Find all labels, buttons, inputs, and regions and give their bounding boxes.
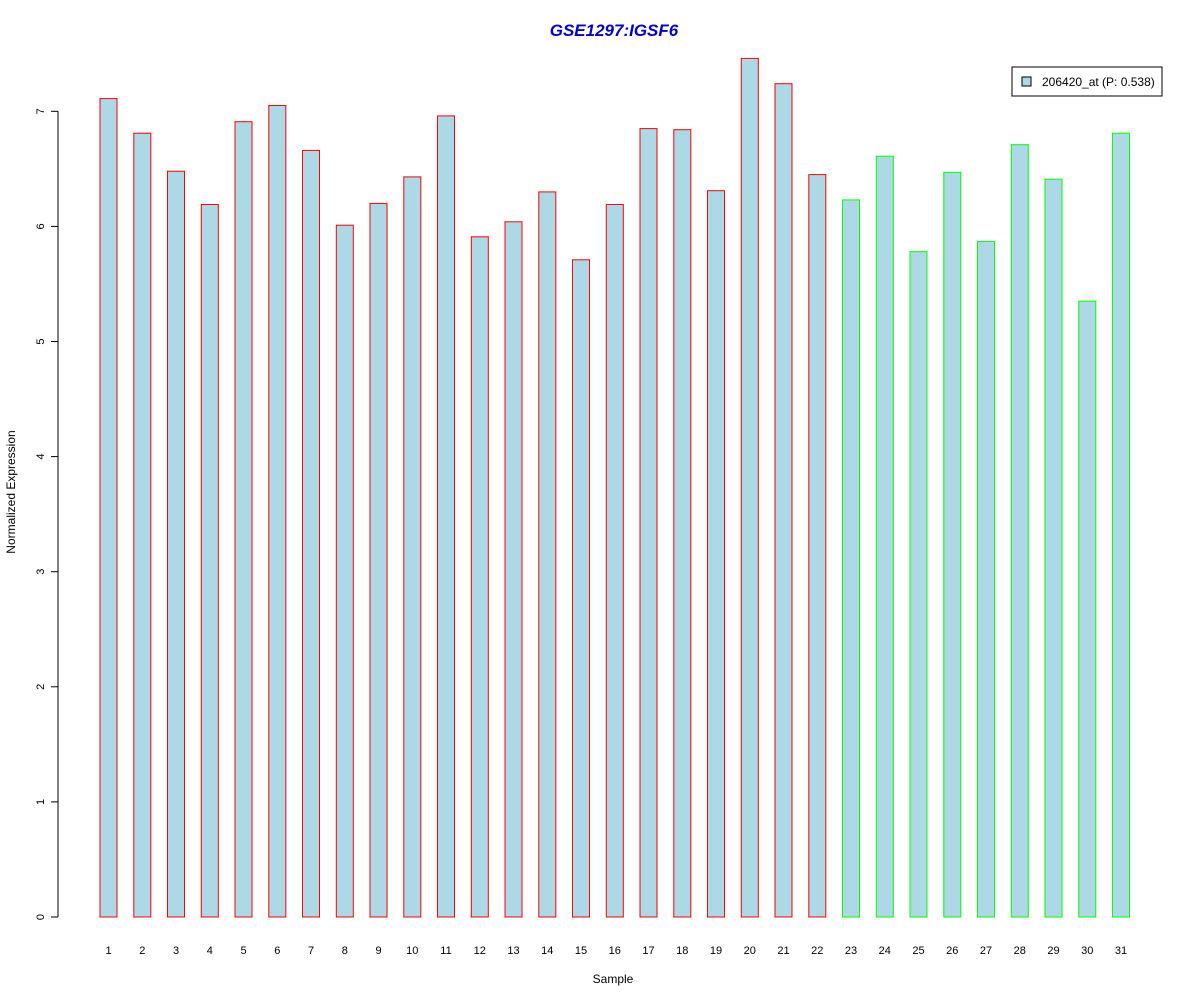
bar-sample-23: [842, 199, 860, 918]
x-tick-label: 19: [710, 945, 722, 957]
x-axis: 1 2 3 4 5 6 7 8 9 10 11 12 13 14 15 16 17 18 19 20 21 22 23 24 2…: [105, 945, 1127, 957]
bar-sample-21: [774, 83, 793, 918]
bar-sample-28: [1010, 144, 1029, 918]
y-tick-label: 7: [35, 108, 47, 114]
bar-sample-12: [470, 236, 489, 918]
x-tick-label: 14: [541, 945, 553, 957]
bar-sample-30: [1078, 300, 1097, 918]
x-tick-label: 6: [274, 945, 280, 957]
x-tick-label: 4: [207, 945, 213, 957]
x-tick-label: 10: [406, 945, 418, 957]
bar-sample-15: [572, 259, 590, 918]
bar-sample-3: [167, 170, 185, 918]
y-tick-label: 0: [35, 914, 47, 920]
y-axis-title: Normalized Expression: [4, 430, 18, 553]
x-tick-label: 12: [474, 945, 486, 957]
x-tick-label: 25: [912, 945, 924, 957]
x-tick-label: 1: [105, 945, 111, 957]
x-tick-label: 27: [980, 945, 992, 957]
bar-sample-2: [133, 132, 152, 918]
bar-sample-6: [268, 105, 287, 918]
y-tick-label: 1: [35, 799, 47, 805]
bar-sample-27: [977, 240, 995, 918]
bar-sample-22: [808, 174, 827, 918]
x-tick-label: 2: [139, 945, 145, 957]
x-tick-label: 9: [375, 945, 381, 957]
legend-label: 206420_at (P: 0.538): [1042, 75, 1155, 89]
x-tick-label: 22: [811, 945, 823, 957]
x-tick-label: 30: [1081, 945, 1093, 957]
chart-title: GSE1297:IGSF6: [550, 21, 679, 40]
x-tick-label: 3: [173, 945, 179, 957]
x-axis-title: Sample: [593, 972, 634, 986]
y-tick-label: 3: [35, 569, 47, 575]
x-tick-label: 31: [1115, 945, 1127, 957]
bar-sample-1: [99, 98, 118, 918]
x-tick-label: 29: [1047, 945, 1059, 957]
x-tick-label: 26: [946, 945, 958, 957]
x-tick-label: 28: [1014, 945, 1026, 957]
bar-sample-26: [943, 171, 962, 918]
x-tick-label: 18: [676, 945, 688, 957]
x-tick-label: 17: [642, 945, 654, 957]
y-tick-label: 5: [35, 338, 47, 344]
x-tick-label: 13: [507, 945, 519, 957]
bar-sample-29: [1044, 178, 1063, 918]
bar-sample-4: [200, 204, 219, 918]
x-tick-label: 20: [744, 945, 756, 957]
x-tick-label: 23: [845, 945, 857, 957]
bar-sample-18: [673, 129, 692, 918]
bar-sample-14: [538, 191, 557, 918]
legend-swatch: [1021, 76, 1032, 87]
x-tick-label: 11: [440, 945, 451, 957]
bar-sample-7: [302, 149, 320, 918]
bar-sample-10: [403, 176, 422, 918]
bars-group: [99, 57, 1130, 918]
bar-sample-20: [740, 57, 759, 918]
bar-sample-19: [707, 190, 725, 918]
x-tick-label: 24: [879, 945, 891, 957]
x-tick-label: 21: [777, 945, 789, 957]
bar-sample-13: [504, 221, 523, 918]
y-tick-label: 6: [35, 223, 47, 229]
legend-box: [1011, 66, 1163, 97]
bar-sample-24: [875, 155, 894, 918]
bar-sample-8: [335, 224, 354, 918]
x-tick-label: 7: [308, 945, 314, 957]
legend: 206420_at (P: 0.538): [1011, 66, 1163, 97]
bar-sample-16: [605, 204, 624, 918]
bar-sample-5: [234, 121, 253, 918]
y-axis: 0 1 2 3 4 5 6 7: [35, 108, 59, 920]
x-tick-label: 15: [575, 945, 587, 957]
bar-sample-17: [639, 128, 658, 918]
bar-sample-25: [909, 251, 928, 918]
bar-sample-31: [1112, 132, 1130, 918]
x-tick-label: 5: [240, 945, 246, 957]
x-tick-label: 16: [609, 945, 621, 957]
y-tick-label: 2: [35, 684, 47, 690]
x-tick-label: 8: [342, 945, 348, 957]
bar-sample-11: [437, 115, 455, 918]
bar-sample-9: [369, 202, 388, 918]
y-tick-label: 4: [35, 454, 47, 460]
